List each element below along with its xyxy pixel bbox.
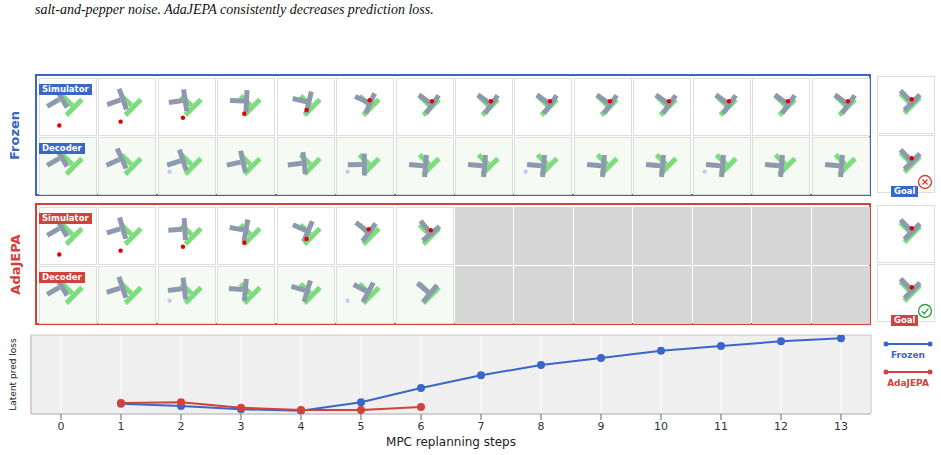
html-text:Goal: Goal — [894, 186, 916, 196]
svg-text:13: 13 — [834, 420, 848, 433]
html-text:Simulator: Simulator — [42, 84, 89, 94]
svg-text:Latent pred loss: Latent pred loss — [8, 338, 18, 411]
svg-text:3: 3 — [238, 420, 245, 433]
svg-text:0: 0 — [58, 420, 65, 433]
svg-text:9: 9 — [598, 420, 605, 433]
svg-text:2: 2 — [178, 420, 185, 433]
svg-text:10: 10 — [654, 420, 668, 433]
html-text:Goal: Goal — [894, 315, 916, 325]
html-text:Decoder: Decoder — [42, 143, 82, 153]
svg-text:8: 8 — [538, 420, 545, 433]
svg-text:6: 6 — [418, 420, 425, 433]
html-text:Frozen: Frozen — [891, 350, 925, 360]
html-text:Simulator: Simulator — [42, 213, 89, 223]
svg-text:12: 12 — [774, 420, 788, 433]
svg-text:7: 7 — [478, 420, 485, 433]
svg-text:MPC replanning steps: MPC replanning steps — [386, 435, 516, 449]
html-text:AdaJEPA: AdaJEPA — [887, 378, 929, 388]
html-text:Frozen: Frozen — [7, 110, 23, 160]
svg-text:5: 5 — [358, 420, 365, 433]
html-text:Decoder: Decoder — [42, 272, 82, 282]
svg-text:4: 4 — [298, 420, 305, 433]
html-text:AdaJEPA: AdaJEPA — [7, 233, 23, 295]
html-text:salt-and-pepper noise. AdaJEPA: salt-and-pepper noise. AdaJEPA consisten… — [35, 2, 434, 17]
svg-text:1: 1 — [118, 420, 125, 433]
svg-text:11: 11 — [714, 420, 728, 433]
